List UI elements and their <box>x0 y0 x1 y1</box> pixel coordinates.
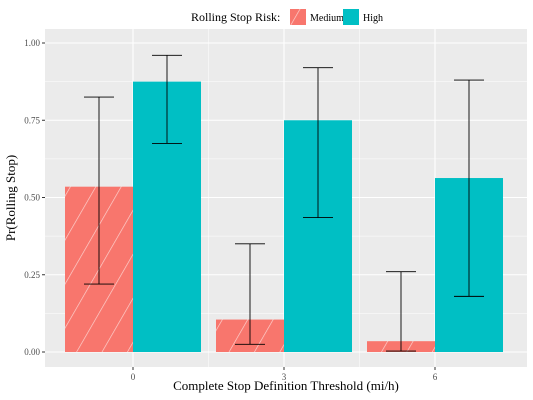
legend-key-medium <box>290 9 306 25</box>
y-tick-label: 0.75 <box>24 115 40 125</box>
legend-label-medium: Medium <box>310 13 344 24</box>
x-tick-label: 6 <box>433 372 438 382</box>
y-axis: 0.00 0.25 0.50 0.75 1.00 <box>24 38 45 357</box>
x-tick-label: 0 <box>131 372 136 382</box>
x-axis: 0 3 6 <box>131 367 438 382</box>
legend-label-high: High <box>363 13 383 24</box>
y-tick-label: 0.50 <box>24 193 40 203</box>
y-tick-label: 1.00 <box>24 38 40 48</box>
y-axis-title: Pr(Rolling Stop) <box>3 155 18 241</box>
legend-key-high <box>343 9 359 25</box>
y-tick-label: 0.00 <box>24 347 40 357</box>
x-axis-title: Complete Stop Definition Threshold (mi/h… <box>173 378 399 393</box>
error-bars <box>84 54 484 352</box>
y-tick-label: 0.25 <box>24 270 40 280</box>
x-tick-label: 3 <box>282 372 287 382</box>
legend: Rolling Stop Risk: Medium High <box>191 9 383 25</box>
legend-title: Rolling Stop Risk: <box>191 10 280 24</box>
